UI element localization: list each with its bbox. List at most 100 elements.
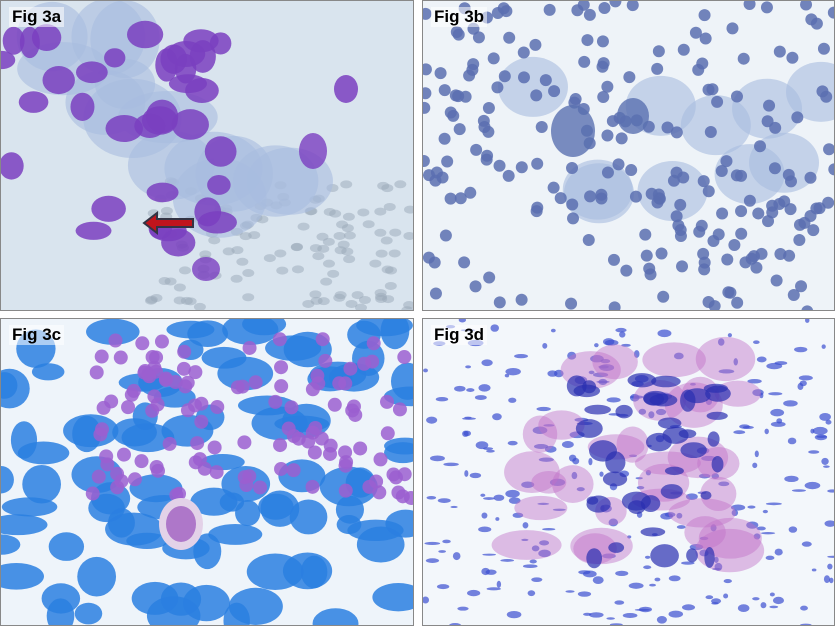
cell: [804, 481, 821, 490]
cell: [366, 336, 381, 351]
cell: [248, 231, 261, 240]
cell: [704, 125, 717, 138]
cell: [602, 553, 616, 559]
cell: [323, 207, 336, 216]
cell: [490, 324, 499, 332]
micrograph-3a: [1, 1, 413, 310]
cell: [478, 384, 491, 392]
cell: [94, 349, 109, 364]
cell: [827, 555, 834, 558]
cell: [706, 83, 719, 96]
cell: [571, 4, 584, 17]
cell: [747, 378, 762, 384]
cell: [661, 121, 674, 134]
cell: [737, 604, 750, 612]
cell: [531, 157, 544, 170]
cell: [655, 247, 668, 260]
cell: [704, 546, 715, 568]
panel-3c: Fig 3c: [0, 318, 414, 626]
cell: [542, 527, 556, 531]
cell: [466, 388, 475, 392]
cell: [354, 303, 367, 310]
cell: [343, 255, 356, 264]
cell: [104, 394, 119, 409]
cell: [649, 583, 656, 587]
cell: [699, 536, 709, 541]
cell: [338, 483, 353, 498]
cell: [1, 466, 14, 494]
cell: [263, 254, 276, 263]
cell: [730, 504, 746, 511]
cell: [108, 333, 123, 348]
cell: [63, 414, 119, 448]
cell: [452, 552, 461, 561]
cell: [824, 520, 834, 527]
cell: [635, 477, 643, 480]
cell: [194, 414, 209, 429]
cell: [770, 408, 785, 417]
cell: [146, 182, 179, 203]
cell: [315, 332, 330, 347]
cell: [351, 291, 364, 300]
cell: [690, 382, 696, 386]
cell: [645, 469, 652, 476]
cell: [531, 545, 540, 552]
cell: [483, 497, 495, 500]
micrograph-3d: [423, 319, 834, 625]
cell: [377, 181, 390, 190]
cell: [388, 249, 401, 258]
cell: [735, 227, 748, 240]
cell: [508, 397, 517, 403]
cell: [533, 444, 549, 449]
cell: [651, 375, 681, 388]
cell: [800, 605, 808, 611]
cell: [521, 481, 535, 488]
cell: [627, 373, 657, 388]
panel-3a: Fig 3a: [0, 0, 414, 311]
cell: [466, 63, 479, 76]
cell: [274, 461, 289, 476]
cell: [380, 394, 395, 409]
cell: [74, 602, 103, 625]
cell: [584, 404, 611, 415]
cell: [423, 368, 428, 373]
cell: [161, 228, 196, 257]
cell: [188, 455, 203, 470]
cell: [369, 259, 382, 268]
cell: [645, 187, 658, 200]
cell: [819, 412, 831, 421]
cell: [430, 455, 445, 462]
panel-label: Fig 3b: [431, 7, 488, 27]
cell: [651, 62, 664, 75]
cell: [606, 617, 615, 620]
cell: [386, 467, 401, 482]
cell: [628, 454, 638, 458]
cell: [697, 247, 710, 260]
cell: [615, 132, 628, 145]
cell: [485, 569, 497, 575]
cell: [820, 90, 833, 103]
cell: [762, 509, 768, 514]
cell: [650, 544, 679, 568]
cell: [104, 48, 126, 68]
cell: [752, 597, 760, 601]
cell: [183, 29, 219, 53]
panel-3d: Fig 3d: [422, 318, 835, 626]
cell: [753, 533, 761, 540]
cell: [531, 577, 543, 582]
cell: [823, 465, 830, 468]
cell: [449, 623, 462, 625]
cell: [91, 469, 106, 484]
cell: [749, 132, 820, 193]
cell: [342, 212, 355, 221]
cell: [404, 205, 413, 214]
cell: [608, 542, 625, 553]
cell: [362, 220, 375, 229]
cell: [714, 562, 723, 571]
cell: [75, 61, 108, 84]
cell: [703, 383, 728, 393]
cell: [529, 38, 542, 51]
cell: [426, 416, 438, 424]
cell: [676, 512, 683, 519]
cell: [642, 342, 706, 378]
